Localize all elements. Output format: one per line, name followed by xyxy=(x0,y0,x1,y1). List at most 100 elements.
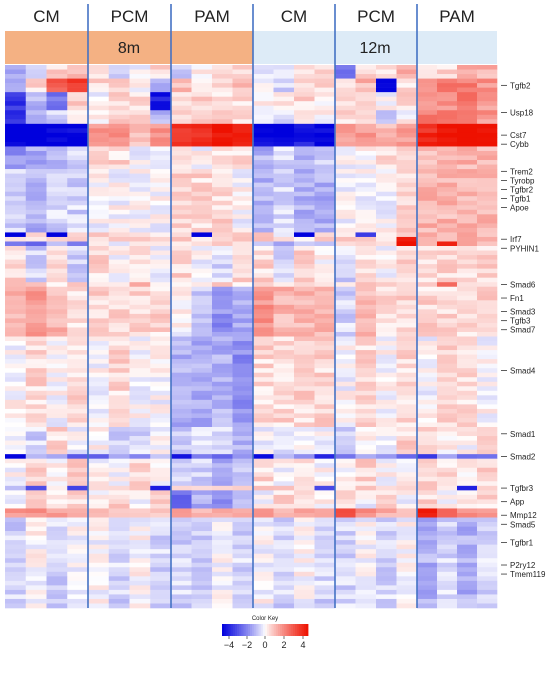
heatmap-cell xyxy=(355,436,377,441)
gene-label-tgfb1: Tgfb1 xyxy=(510,194,531,203)
heatmap-cell xyxy=(335,65,356,70)
color-key-tick-label: −2 xyxy=(242,640,252,650)
heatmap-cell xyxy=(232,110,254,116)
heatmap-cell xyxy=(335,92,356,97)
heatmap-cell xyxy=(376,291,397,297)
heatmap-cell xyxy=(437,223,458,229)
heatmap-cell xyxy=(273,503,295,509)
heatmap-cell xyxy=(477,485,498,491)
heatmap-cell xyxy=(376,123,397,129)
heatmap-cell xyxy=(273,87,295,93)
heatmap-cell xyxy=(396,567,418,573)
heatmap-cell xyxy=(314,160,336,165)
heatmap-cell xyxy=(314,594,336,600)
heatmap-cell xyxy=(355,481,377,487)
heatmap-cell xyxy=(212,503,233,509)
heatmap-cell xyxy=(5,232,27,238)
heatmap-cell xyxy=(25,354,47,360)
heatmap-cell xyxy=(355,553,377,559)
heatmap-cell xyxy=(46,141,68,147)
heatmap-cell xyxy=(46,494,68,500)
heatmap-cell xyxy=(108,544,130,550)
color-key-swatch xyxy=(234,624,238,636)
heatmap-cell xyxy=(67,137,89,143)
heatmap-cell xyxy=(437,141,458,147)
heatmap-cell xyxy=(150,119,172,125)
heatmap-cell xyxy=(253,363,274,369)
heatmap-cell xyxy=(108,232,130,238)
heatmap-cell xyxy=(191,549,213,554)
heatmap-cell xyxy=(5,485,27,491)
heatmap-cell xyxy=(457,377,478,383)
heatmap-cell xyxy=(273,576,295,582)
heatmap-cell xyxy=(273,386,295,392)
heatmap-cell xyxy=(191,567,213,573)
heatmap-cell xyxy=(5,83,27,88)
heatmap-cell xyxy=(273,69,295,75)
heatmap-cell xyxy=(88,540,110,545)
heatmap-cell xyxy=(417,318,438,324)
heatmap-cell xyxy=(129,395,151,401)
heatmap-cell xyxy=(376,562,397,568)
heatmap-cell xyxy=(273,123,295,129)
heatmap-cell xyxy=(396,472,418,478)
heatmap-cell xyxy=(417,255,438,260)
heatmap-cell xyxy=(88,485,110,491)
heatmap-cell xyxy=(273,553,295,559)
heatmap-cell xyxy=(376,313,397,319)
heatmap-cell xyxy=(376,594,397,600)
heatmap-cell xyxy=(396,440,418,446)
heatmap-cell xyxy=(46,512,68,518)
heatmap-cell xyxy=(150,236,172,242)
heatmap-cell xyxy=(150,155,172,161)
heatmap-cell xyxy=(417,150,438,156)
heatmap-cell xyxy=(396,286,418,292)
heatmap-cell xyxy=(294,196,315,202)
heatmap-cell xyxy=(108,467,130,473)
heatmap-cell xyxy=(191,517,213,523)
heatmap-cell xyxy=(294,422,315,428)
heatmap-cell xyxy=(150,490,172,496)
heatmap-cell xyxy=(25,83,47,88)
heatmap-cell xyxy=(171,589,192,595)
heatmap-cell xyxy=(129,69,151,75)
heatmap-cell xyxy=(108,128,130,134)
heatmap-cell xyxy=(25,562,47,568)
heatmap-cell xyxy=(108,114,130,120)
heatmap-cell xyxy=(253,255,274,260)
heatmap-cell xyxy=(5,467,27,473)
heatmap-cell xyxy=(108,359,130,364)
heatmap-cell xyxy=(314,150,336,156)
heatmap-cell xyxy=(108,404,130,410)
heatmap-cell xyxy=(457,417,478,423)
heatmap-cell xyxy=(457,65,478,70)
heatmap-cell xyxy=(25,277,47,283)
heatmap-cell xyxy=(294,132,315,138)
heatmap-cell xyxy=(232,463,254,469)
heatmap-cell xyxy=(67,363,89,369)
heatmap-cell xyxy=(294,576,315,582)
heatmap-cell xyxy=(294,322,315,328)
heatmap-cell xyxy=(129,431,151,437)
heatmap-cell xyxy=(376,105,397,111)
heatmap-cell xyxy=(417,512,438,518)
heatmap-cell xyxy=(477,105,498,111)
heatmap-cell xyxy=(5,540,27,545)
heatmap-cell xyxy=(396,282,418,288)
heatmap-cell xyxy=(314,404,336,410)
heatmap-cell xyxy=(457,413,478,419)
heatmap-cell xyxy=(355,150,377,156)
heatmap-cell xyxy=(457,476,478,482)
heatmap-cell xyxy=(477,322,498,328)
heatmap-cell xyxy=(129,404,151,410)
heatmap-cell xyxy=(273,485,295,491)
heatmap-cell xyxy=(417,354,438,360)
heatmap-cell xyxy=(25,531,47,536)
heatmap-cell xyxy=(25,472,47,478)
heatmap-cell xyxy=(191,531,213,536)
heatmap-cell xyxy=(396,494,418,500)
heatmap-cell xyxy=(46,291,68,297)
heatmap-cell xyxy=(212,83,233,88)
heatmap-cell xyxy=(396,65,418,70)
heatmap-cell xyxy=(273,101,295,107)
